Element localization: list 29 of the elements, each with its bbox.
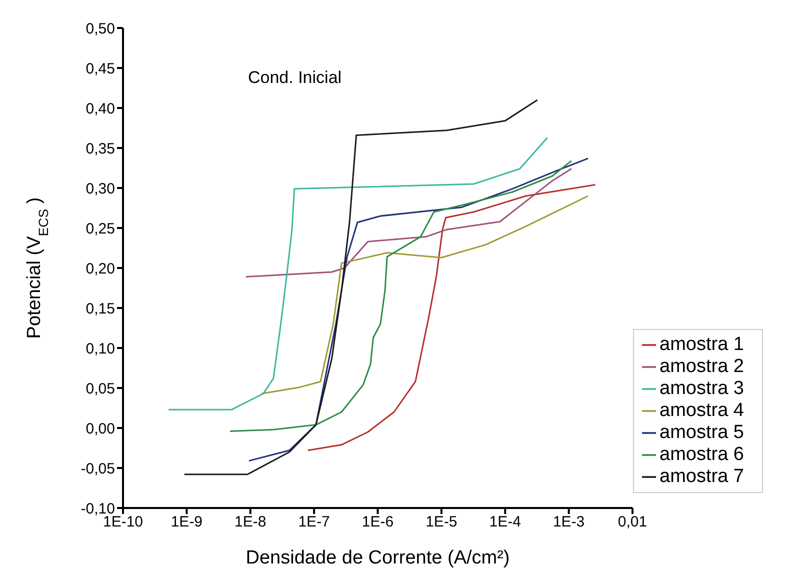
y-tick-label: 0,05 <box>86 380 115 398</box>
y-tick-label: 0,15 <box>86 300 115 318</box>
y-tick-label: 0,30 <box>86 180 115 198</box>
annotation: Cond. Inicial <box>248 68 342 88</box>
legend-label: amostra 7 <box>660 466 744 487</box>
x-axis-title: Densidade de Corrente (A/cm²) <box>246 547 510 568</box>
y-tick-label: 0,25 <box>86 220 115 238</box>
x-tick-label: 0,01 <box>618 514 648 531</box>
y-tick-label: 0,45 <box>86 60 115 78</box>
legend-label: amostra 6 <box>660 444 744 465</box>
legend-label: amostra 4 <box>660 400 744 421</box>
y-tick-label: -0,05 <box>80 460 115 478</box>
y-tick-label: 0,10 <box>86 340 115 358</box>
y-tick-label: 0,35 <box>86 140 115 158</box>
x-tick-label: 1E-6 <box>362 514 394 531</box>
x-tick-label: 1E-9 <box>170 514 203 531</box>
legend-label: amostra 3 <box>660 378 744 399</box>
legend-label: amostra 1 <box>660 334 744 355</box>
x-tick-label: 1E-8 <box>234 514 266 531</box>
x-tick-label: 1E-5 <box>426 514 458 531</box>
x-tick-label: 1E-4 <box>489 514 521 531</box>
y-tick-label: 0,40 <box>86 100 115 118</box>
x-tick-label: 1E-3 <box>552 514 585 531</box>
y-tick-label: 0,50 <box>86 20 115 38</box>
legend-label: amostra 2 <box>660 356 744 377</box>
y-tick-label: 0,00 <box>86 420 115 438</box>
legend-label: amostra 5 <box>660 422 744 443</box>
x-tick-label: 1E-7 <box>298 514 330 531</box>
y-tick-label: 0,20 <box>86 260 115 278</box>
